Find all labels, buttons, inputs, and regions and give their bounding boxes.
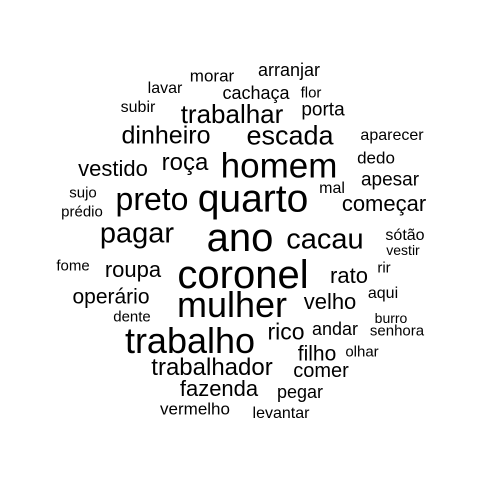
cloud-word: flor: [300, 84, 322, 102]
cloud-word: trabalhar: [180, 99, 284, 129]
cloud-word: trabalhador: [151, 354, 273, 381]
cloud-word: sujo: [69, 184, 97, 202]
cloud-word: ano: [206, 216, 274, 260]
cloud-word: andar: [311, 319, 359, 339]
cloud-word: rico: [267, 318, 305, 345]
cloud-word: pagar: [99, 217, 175, 250]
cloud-word: prédio: [61, 203, 103, 221]
cloud-word: filho: [297, 342, 337, 366]
cloud-word: subir: [120, 99, 156, 116]
cloud-word: começar: [341, 191, 427, 216]
cloud-word: olhar: [345, 343, 379, 361]
cloud-word: trabalho: [124, 320, 256, 361]
cloud-word: cacau: [286, 223, 364, 256]
cloud-word: homem: [220, 146, 338, 186]
cloud-word: dedo: [357, 148, 395, 168]
cloud-word: vestir: [386, 242, 420, 258]
cloud-word: burro: [374, 310, 408, 326]
cloud-word: dinheiro: [121, 121, 211, 150]
cloud-word: coronel: [177, 253, 309, 297]
cloud-word: aqui: [367, 285, 399, 302]
cloud-word: aparecer: [360, 127, 424, 144]
cloud-word: cachaça: [222, 83, 290, 103]
cloud-word: senhora: [369, 322, 425, 340]
cloud-word: dente: [113, 308, 151, 326]
cloud-word: sótão: [385, 227, 425, 244]
cloud-word: vermelho: [160, 399, 230, 419]
cloud-word: rir: [377, 259, 391, 277]
cloud-word: operário: [72, 285, 150, 309]
cloud-word: fome: [56, 257, 90, 275]
cloud-word: levantar: [252, 405, 310, 422]
cloud-word: apesar: [360, 169, 420, 191]
cloud-word: lavar: [147, 80, 183, 97]
cloud-word: rato: [330, 263, 368, 288]
cloud-word: roupa: [104, 257, 162, 282]
cloud-word: preto: [115, 181, 189, 217]
cloud-word: pegar: [276, 382, 324, 402]
cloud-word: escada: [246, 120, 334, 151]
cloud-word: fazenda: [179, 376, 259, 401]
cloud-word: arranjar: [257, 60, 321, 80]
cloud-word: roça: [161, 149, 209, 176]
cloud-word: mulher: [176, 284, 288, 325]
cloud-word: morar: [189, 66, 235, 86]
cloud-word: velho: [303, 289, 357, 314]
cloud-word: comer: [293, 360, 349, 382]
cloud-word: quarto: [197, 177, 309, 221]
cloud-word: vestido: [78, 156, 148, 181]
cloud-word: mal: [319, 180, 345, 197]
cloud-word: porta: [301, 99, 345, 121]
